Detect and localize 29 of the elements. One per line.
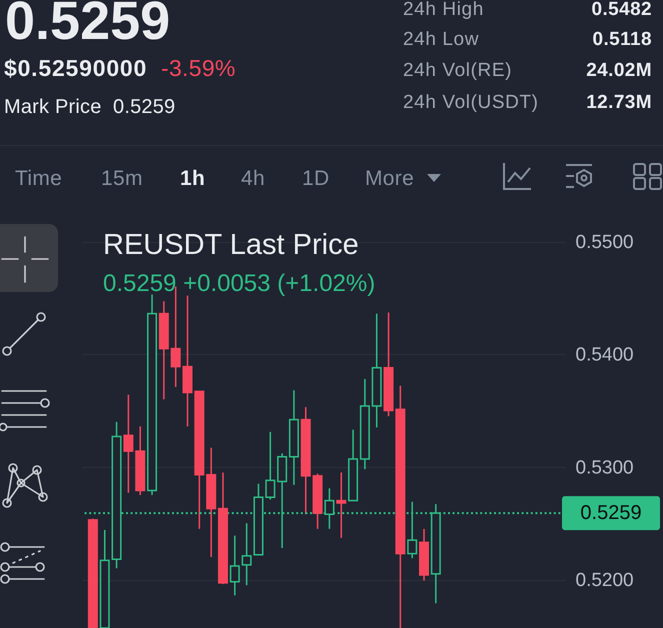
y-tick-label: 0.5400 [576, 344, 634, 366]
candlestick [336, 472, 346, 539]
text: 24.02M [586, 60, 652, 81]
text: 0.5259 +0.0053 (+1.02%) [103, 270, 376, 297]
text: 0.5259 [5, 0, 170, 51]
text: 24h Vol(RE) [403, 60, 512, 81]
y-tick-label: 0.5200 [576, 570, 634, 592]
text: 1D [302, 166, 330, 190]
text: 0.5482 [591, 0, 652, 20]
y-tick-label: 0.5300 [576, 457, 634, 478]
text: 24h Vol(USDT) [403, 92, 539, 113]
text: 0.5259 [113, 96, 176, 118]
ref-line-label: 0.5259 [580, 502, 642, 524]
text: 1h [180, 166, 206, 190]
text: More [365, 166, 414, 190]
text: -3.59% [161, 54, 236, 81]
text: 0.5118 [592, 28, 652, 50]
text: $0.52590000 [4, 54, 148, 81]
candlestick [242, 522, 252, 586]
candlestick [230, 534, 240, 596]
text: Time [15, 166, 62, 190]
text: 4h [241, 166, 265, 190]
text: 24h Low [403, 28, 480, 50]
text: 15m [101, 166, 143, 190]
y-tick-label: 0.5500 [576, 232, 634, 254]
text: 24h High [403, 0, 484, 20]
text: REUSDT Last Price [103, 229, 359, 261]
text: Mark Price [4, 96, 102, 118]
text: 12.73M [586, 92, 652, 113]
